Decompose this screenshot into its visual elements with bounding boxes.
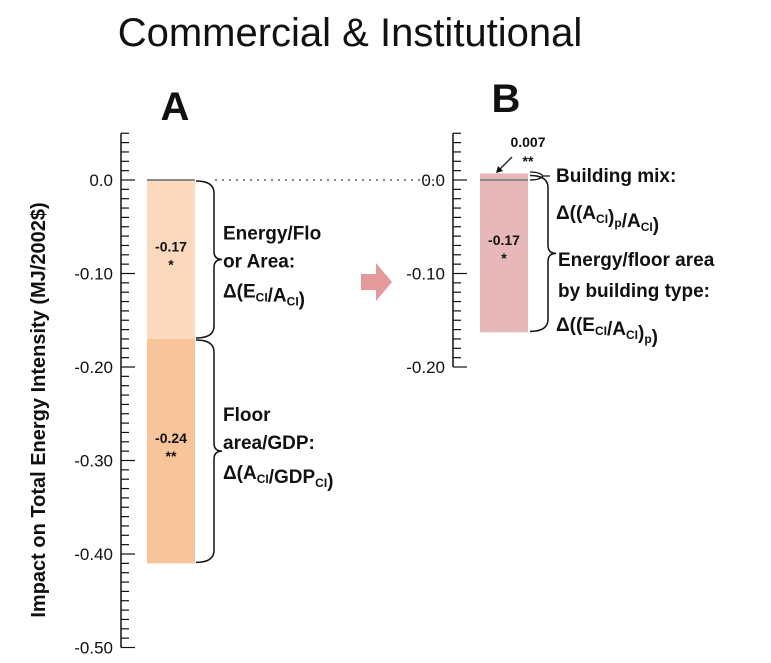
segment-formula: Δ((ACI)p/ACI) — [556, 203, 659, 236]
data-label: 0.007 — [510, 134, 545, 150]
segment-name: Energy/floor area — [558, 250, 715, 271]
axis-a-tick-label: -0.10 — [74, 265, 113, 284]
axis-a-tick-label: -0.40 — [74, 545, 113, 564]
data-label: -0.24 — [155, 430, 187, 446]
formula-part: ) — [652, 327, 658, 348]
axis-a-tick-label: -0.30 — [74, 452, 113, 471]
formula-part: /GDP — [269, 467, 316, 488]
panel-b: 0.0-0.10-0.200.007**-0.17*Building mix:Δ… — [406, 132, 715, 377]
bar-segment-a-2 — [147, 338, 195, 564]
segment-formula: Δ((ECI/ACI)p) — [556, 315, 658, 348]
formula-part: Δ((A — [556, 203, 596, 224]
formula-part: /A — [268, 285, 287, 306]
formula-subscript: CI — [287, 294, 299, 308]
data-label: -0.17 — [155, 238, 187, 254]
axis-a-tick-label: -0.20 — [74, 358, 113, 377]
segment-name: Energy/Flo — [223, 223, 321, 244]
formula-subscript: p — [614, 216, 621, 230]
formula-part: Δ(E — [223, 281, 256, 302]
formula-part: ) — [299, 289, 305, 310]
brace-a-2 — [195, 339, 223, 564]
axis-a-tick-label: -0.50 — [74, 639, 113, 658]
segment-name: by building type: — [558, 281, 710, 302]
formula-subscript: CI — [315, 476, 327, 490]
chart-title: Commercial & Institutional — [118, 11, 583, 55]
bar-segment-a-1 — [147, 180, 195, 339]
formula-part: /A — [607, 319, 626, 340]
formula-part: ) — [653, 215, 659, 236]
significance-label: ** — [523, 153, 534, 169]
annotations — [147, 179, 528, 301]
segment-name: Building mix: — [556, 166, 676, 187]
panel-a: -0.17*Energy/Floor Area:Δ(ECI/ACI)-0.24*… — [74, 132, 334, 658]
formula-subscript: CI — [626, 328, 638, 342]
formula-part: Δ(A — [223, 463, 257, 484]
segment-name: Floor — [223, 405, 271, 426]
formula-part: ) — [608, 207, 614, 228]
panel-a-label: A — [161, 85, 190, 129]
formula-subscript: CI — [596, 212, 608, 226]
formula-part: ) — [638, 323, 644, 344]
formula-part: Δ((E — [556, 315, 595, 336]
brace-b-1 — [529, 171, 550, 181]
formula-subscript: CI — [256, 290, 268, 304]
brace-a-1 — [195, 180, 223, 339]
data-label: -0.17 — [488, 232, 520, 248]
segment-name: or Area: — [223, 251, 295, 272]
formula-subscript: p — [644, 332, 651, 346]
bar-segment-b-2 — [480, 173, 528, 333]
segment-formula: Δ(ACI/GDPCI) — [223, 463, 334, 492]
segment-formula: Δ(ECI/ACI) — [223, 281, 305, 310]
brace-b-2 — [529, 174, 557, 333]
axis-a-tick-label: 0.0 — [89, 171, 113, 190]
significance-label: * — [168, 256, 174, 272]
formula-subscript: CI — [641, 220, 653, 234]
significance-label: * — [501, 250, 507, 266]
axis-b-tick-label: -0.10 — [406, 265, 445, 284]
panel-b-label: B — [492, 77, 521, 121]
formula-subscript: CI — [257, 472, 269, 486]
formula-part: ) — [327, 471, 333, 492]
callout-arrowhead — [496, 166, 503, 173]
arrow-right-icon — [361, 263, 392, 301]
axis-b-tick-label: -0.20 — [406, 358, 445, 377]
formula-part: /A — [622, 211, 641, 232]
segment-name: area/GDP: — [223, 433, 315, 454]
y-axis-label: Impact on Total Energy Intensity (MJ/200… — [28, 202, 50, 617]
formula-subscript: CI — [595, 324, 607, 338]
significance-label: ** — [166, 448, 177, 464]
